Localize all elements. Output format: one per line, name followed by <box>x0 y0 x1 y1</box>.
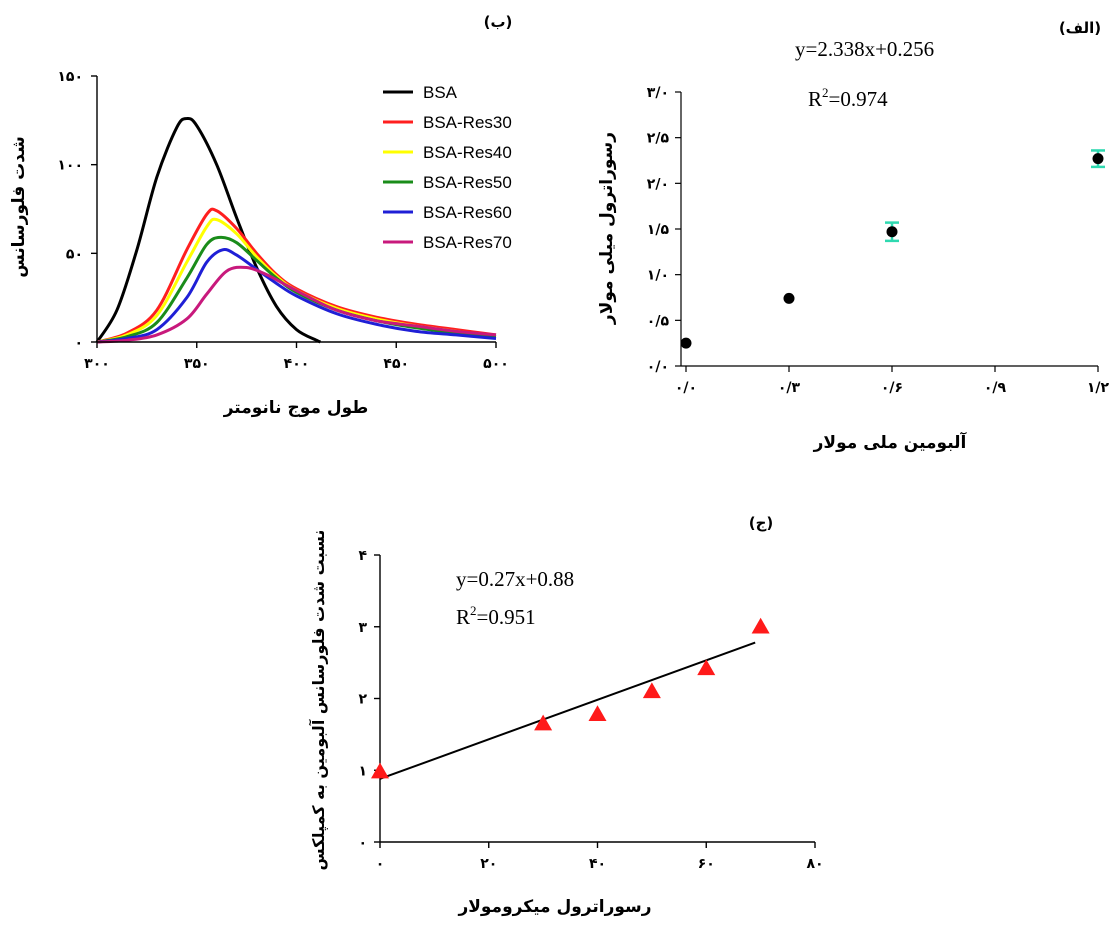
data-point <box>886 226 898 238</box>
legend-label: BSA-Res50 <box>423 173 512 192</box>
y-tick-label-b: ۵۰ <box>66 246 83 262</box>
series-line-bsa-res30 <box>96 207 497 344</box>
legend-label: BSA <box>423 83 458 102</box>
chart-resveratrol-vs-albumin: (الف) ۰/۰ ۰/۳ ۰/۶ ۰/۹ ۱/۲ ۰/۰ ۰/۵ ۱/۰ ۱/۵ ۲/۰ ۲/۵ ۳… <box>597 19 1110 453</box>
x-tick-label-b: ۴۰۰ <box>284 356 310 372</box>
y-tick-label-a: ۲/۰ <box>647 176 669 192</box>
x-tick-label-a: ۰/۶ <box>881 380 903 396</box>
chart-intensity-ratio: (ج) ۰ ۲۰ ۴۰ ۶۰ ۸۰ ۰ ۱ ۲ ۳ ۴ y=0.27x+0.88 R2=0.951… <box>308 514 824 917</box>
y-tick-label-a: ۲/۵ <box>647 131 670 147</box>
y-tick-label-a: ۰/۰ <box>647 359 669 375</box>
y-tick-label-c: ۳ <box>358 620 367 636</box>
data-point <box>1092 153 1104 165</box>
data-point-triangle <box>751 617 770 634</box>
panel-label-b: (ب) <box>484 13 513 31</box>
series-line-bsa <box>95 116 322 344</box>
y-tick-label-b: ۱۵۰ <box>57 69 83 85</box>
x-tick-label-b: ۴۵۰ <box>383 356 409 372</box>
x-tick-label-a: ۰/۹ <box>984 380 1007 396</box>
x-tick-label-a: ۰/۳ <box>778 380 801 396</box>
x-axis-title-b: طول موج نانومتر <box>223 398 369 418</box>
x-tick-label-c: ۲۰ <box>480 856 497 872</box>
x-axis-title-c: رسوراترول میکرومولار <box>457 897 651 917</box>
x-tick-label-c: ۸۰ <box>806 856 823 872</box>
x-tick-label-b: ۳۰۰ <box>84 356 110 372</box>
y-tick-label-b: ۱۰۰ <box>57 158 83 174</box>
regression-equation-c: y=0.27x+0.88 <box>456 567 574 591</box>
x-tick-label-b: ۳۵۰ <box>184 356 210 372</box>
data-point <box>783 292 795 304</box>
legend-label: BSA-Res60 <box>423 203 512 222</box>
panel-label-a: (الف) <box>1059 19 1101 37</box>
regression-equation-a: y=2.338x+0.256 <box>795 37 934 61</box>
y-tick-label-a: ۰/۵ <box>647 313 670 329</box>
legend-label: BSA-Res30 <box>423 113 512 132</box>
y-axis-title-a: رسوراترول میلی مولار <box>597 132 617 325</box>
x-axis-title-a: آلبومین ملی مولار <box>813 431 968 453</box>
legend-label: BSA-Res40 <box>423 143 512 162</box>
fit-line <box>379 641 756 780</box>
data-point-triangle <box>697 659 716 676</box>
y-tick-label-a: ۱/۵ <box>647 222 670 238</box>
x-tick-label-a: ۱/۲ <box>1087 380 1110 396</box>
chart-emission-spectra: (ب) ۳۰۰ ۳۵۰ ۴۰۰ ۴۵۰ ۵۰۰ ۰ ۵۰ ۱۰۰ ۱۵۰ BSA BSA-Res3… <box>9 13 512 418</box>
x-tick-label-c: ۴۰ <box>589 856 606 872</box>
x-tick-label-c: ۶۰ <box>698 856 715 872</box>
legend-label: BSA-Res70 <box>423 233 512 252</box>
data-point-triangle <box>371 762 389 779</box>
panel-label-c: (ج) <box>749 514 774 532</box>
y-tick-label-a: ۱/۰ <box>647 268 669 284</box>
y-tick-label-c: ۱ <box>358 763 367 779</box>
y-tick-label-c: ۲ <box>358 692 367 708</box>
r-squared-a: R2=0.974 <box>808 85 888 111</box>
series-line-bsa-res70 <box>96 265 497 344</box>
y-tick-label-c: ۰ <box>358 835 367 851</box>
y-axis-title-b: شدت فلورسانس <box>9 136 29 278</box>
x-tick-label-c: ۰ <box>376 856 385 872</box>
r-squared-c: R2=0.951 <box>456 603 536 629</box>
data-point-triangle <box>534 714 553 731</box>
x-tick-label-b: ۵۰۰ <box>483 356 509 372</box>
y-tick-label-b: ۰ <box>74 335 83 351</box>
y-tick-label-c: ۴ <box>358 548 367 564</box>
y-axis-title-c: نسبت شدت فلورسانس آلبومین به کمپلکس <box>308 530 329 871</box>
data-point-triangle <box>588 705 607 722</box>
x-tick-label-a: ۰/۰ <box>675 380 697 396</box>
y-tick-label-a: ۳/۰ <box>647 85 669 101</box>
data-point-triangle <box>642 682 661 699</box>
data-point <box>680 337 692 349</box>
